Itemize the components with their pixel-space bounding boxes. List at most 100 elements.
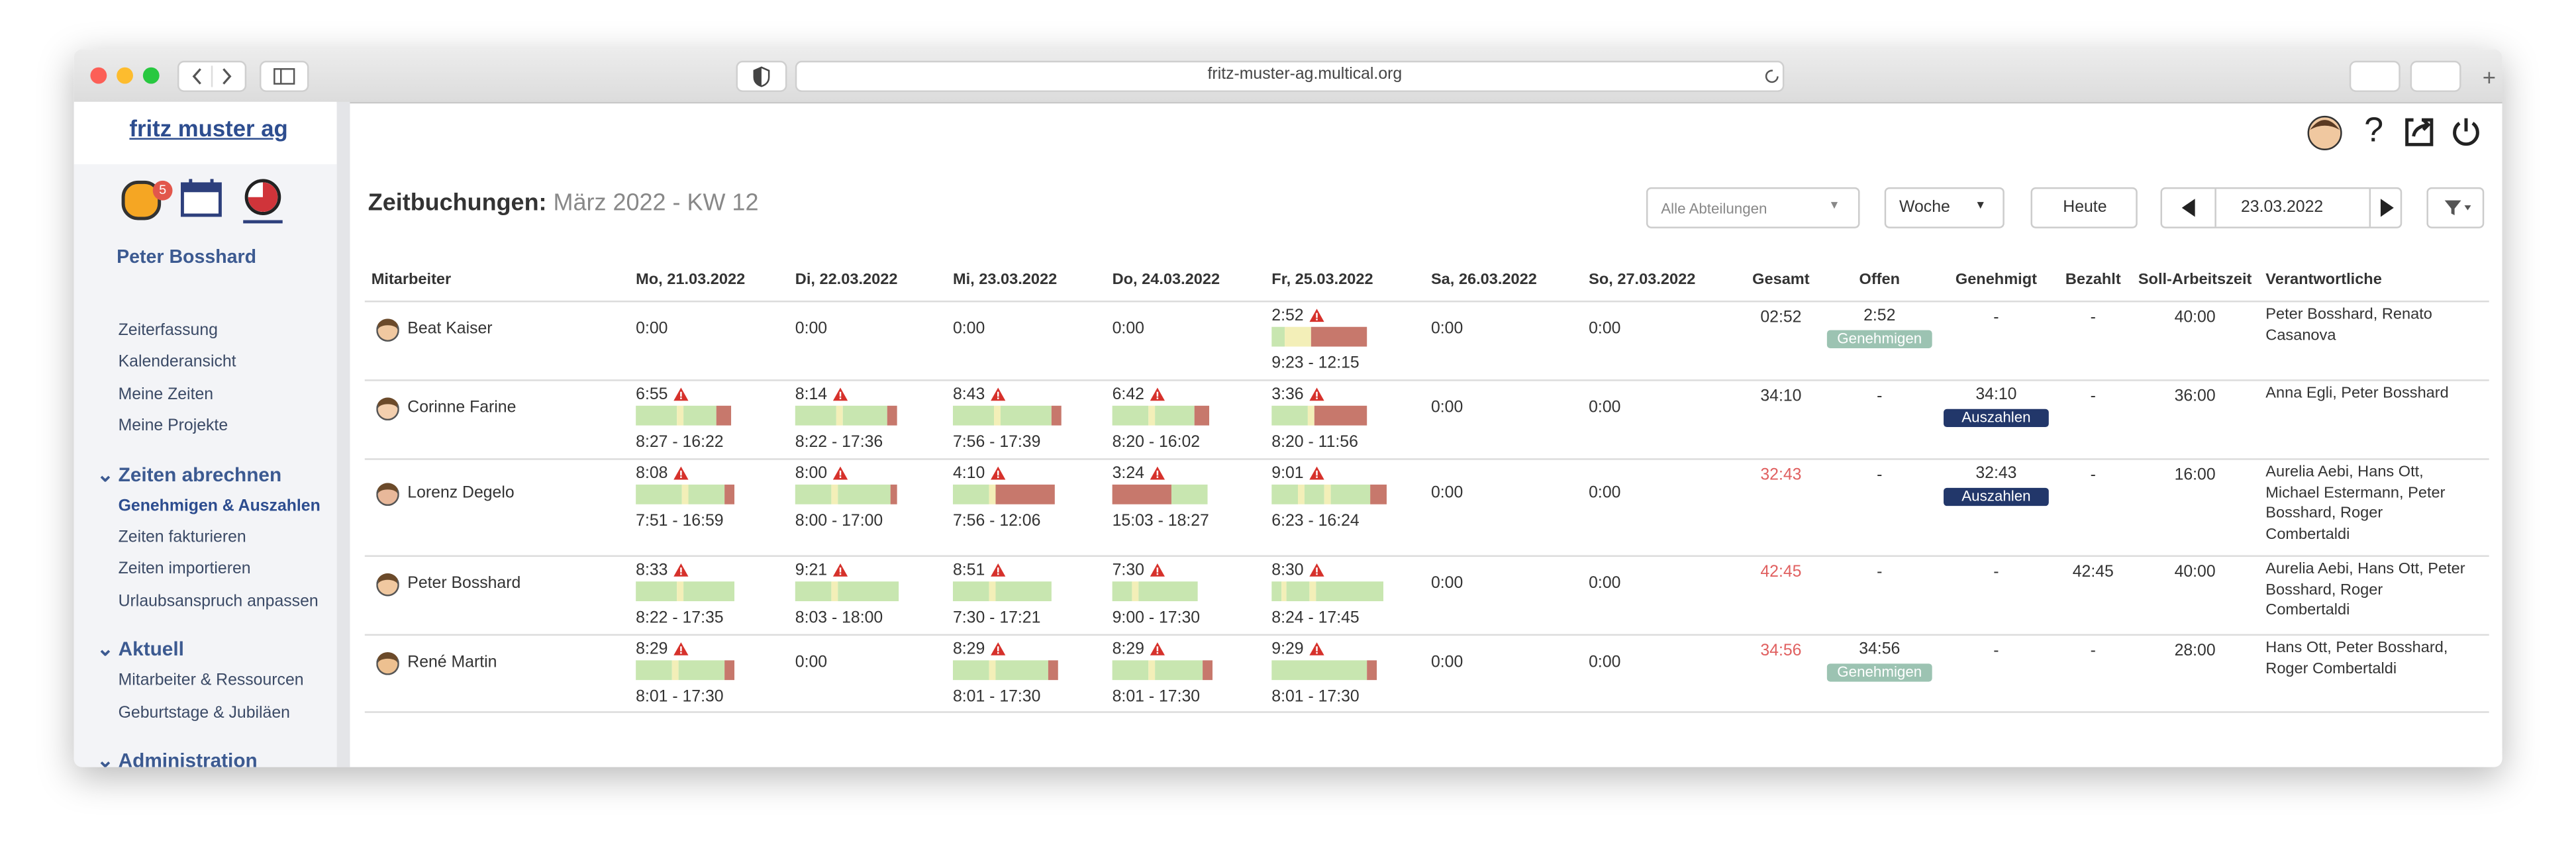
time-bar <box>952 660 1058 681</box>
day-total[interactable]: 8:51 <box>953 562 1007 582</box>
day-total-text: 9:21 <box>795 561 828 580</box>
help-button[interactable]: ? <box>2364 111 2384 150</box>
nav-link[interactable]: Mitarbeiter & Ressourcen <box>118 672 304 691</box>
time-segment <box>688 484 725 505</box>
day-total[interactable]: 8:33 <box>636 562 689 582</box>
time-segment <box>887 405 897 426</box>
nav-link[interactable]: Geburtstage & Jubiläen <box>118 704 290 722</box>
day-total[interactable]: 8:29 <box>953 641 1007 661</box>
nav-link[interactable]: Zeiten importieren <box>118 560 251 579</box>
address-bar[interactable]: fritz-muster-ag.multical.org <box>795 60 1785 92</box>
day-total[interactable]: 8:00 <box>795 465 849 485</box>
nav-link[interactable]: Genehmigen & Auszahlen <box>118 497 321 516</box>
employee-name[interactable]: Beat Kaiser <box>407 320 493 339</box>
day-total[interactable]: 9:21 <box>795 562 849 582</box>
time-icon[interactable] <box>242 177 285 226</box>
department-select[interactable]: Alle Abteilungen ▼ <box>1646 187 1860 228</box>
employee-avatar <box>376 483 399 506</box>
calendar-icon[interactable] <box>180 177 222 217</box>
day-total[interactable]: 6:42 <box>1113 386 1166 406</box>
day-total[interactable]: 8:29 <box>1113 641 1166 661</box>
time-bar <box>1112 660 1213 681</box>
employee-name[interactable]: Corinne Farine <box>407 399 517 418</box>
today-button[interactable]: Heute <box>2030 187 2138 228</box>
date[interactable]: 23.03.2022 <box>2241 199 2324 217</box>
day-total[interactable]: 8:14 <box>795 386 849 406</box>
nav-link[interactable]: Zeiten fakturieren <box>118 528 246 548</box>
time-segment <box>1048 660 1058 681</box>
time-segment <box>1171 484 1208 505</box>
day-total[interactable]: 6:55 <box>636 386 689 406</box>
logo[interactable]: fritz muster ag <box>129 115 288 142</box>
nav-link[interactable]: Urlaubsanspruch anpassen <box>118 593 319 611</box>
nav-link[interactable]: Meine Zeiten <box>118 385 214 404</box>
employee-name[interactable]: Peter Bosshard <box>407 575 521 593</box>
nav-link[interactable]: Meine Projekte <box>118 417 228 436</box>
next-button[interactable] <box>2369 189 2403 227</box>
day-total[interactable]: 2:52 <box>1271 307 1325 327</box>
section-title: Aktuell <box>118 638 184 661</box>
day-total[interactable]: 3:24 <box>1113 465 1166 485</box>
minimize-button[interactable] <box>117 67 133 84</box>
prev-button[interactable] <box>2162 189 2216 227</box>
filter-button[interactable] <box>2426 187 2485 228</box>
row-line <box>364 555 2489 557</box>
nav-buttons[interactable] <box>177 60 247 92</box>
day-total: 0:00 <box>1589 399 1621 418</box>
day-range: 7:30 - 17:21 <box>952 609 1041 628</box>
day-total-text: 3:36 <box>1271 386 1304 405</box>
offen-action[interactable]: Genehmigen <box>1826 663 1932 682</box>
day-total[interactable]: 7:30 <box>1113 562 1166 582</box>
nav-link[interactable]: Zeiterfassung <box>118 322 218 340</box>
offen-action[interactable]: Genehmigen <box>1826 330 1932 348</box>
page-title: Zeitbuchungen: März 2022 - KW 12 <box>368 191 759 218</box>
time-segment <box>1203 660 1213 681</box>
tabs-button[interactable] <box>2410 60 2461 92</box>
genehmigt-action[interactable]: Auszahlen <box>1944 487 2049 506</box>
sidebar-toggle[interactable] <box>259 60 309 92</box>
nav-link[interactable]: Kalenderansicht <box>118 354 236 372</box>
day-total[interactable]: 8:30 <box>1271 562 1325 582</box>
time-segment <box>1148 405 1156 426</box>
time-segment <box>1051 405 1062 426</box>
day-total[interactable]: 9:01 <box>1271 465 1325 485</box>
zoom-button[interactable] <box>142 67 160 84</box>
time-segment <box>995 581 1052 602</box>
employee-name[interactable]: René Martin <box>407 653 497 672</box>
time-segment <box>842 405 887 426</box>
export-icon[interactable] <box>2404 115 2437 148</box>
new-tab[interactable]: + <box>2482 64 2497 91</box>
time-bar <box>952 405 1062 426</box>
day-total[interactable]: 8:08 <box>636 465 689 485</box>
user-name[interactable]: Peter Bosshard <box>117 248 257 268</box>
employee-name[interactable]: Lorenz Degelo <box>407 484 515 503</box>
share-button[interactable] <box>2349 60 2401 92</box>
period-select[interactable]: Woche ▼ <box>1884 187 2005 228</box>
time-segment <box>1112 405 1149 426</box>
nav-section[interactable]: ⌄ Zeiten abrechnen <box>97 464 281 484</box>
close-button[interactable] <box>90 67 107 84</box>
day-total[interactable]: 3:36 <box>1271 386 1325 406</box>
nav-section[interactable]: ⌄ Aktuell <box>97 640 184 659</box>
privacy-button[interactable] <box>736 60 787 92</box>
logout-icon[interactable] <box>2450 115 2483 148</box>
time-segment <box>1314 405 1367 426</box>
column-header: Do, 24.03.2022 <box>1112 271 1220 289</box>
day-total[interactable]: 8:43 <box>953 386 1007 406</box>
nav-section[interactable]: ⌄ Administration <box>97 751 257 767</box>
time-bar <box>1112 581 1198 602</box>
section-title: Administration <box>118 749 258 767</box>
genehmigt-action[interactable]: Auszahlen <box>1944 409 2049 428</box>
time-bar <box>636 581 735 602</box>
notifications-icon[interactable] <box>121 180 162 220</box>
employee-avatar <box>376 397 399 421</box>
day-total[interactable]: 9:29 <box>1271 641 1325 661</box>
user-avatar[interactable] <box>2306 113 2343 153</box>
day-range: 6:23 - 16:24 <box>1271 512 1360 531</box>
day-total[interactable]: 8:29 <box>636 641 689 661</box>
caret: ▼ <box>1828 200 1840 213</box>
time-segment <box>1271 581 1282 602</box>
day-total[interactable]: 4:10 <box>953 465 1007 485</box>
day-total-text: 8:08 <box>636 465 668 483</box>
